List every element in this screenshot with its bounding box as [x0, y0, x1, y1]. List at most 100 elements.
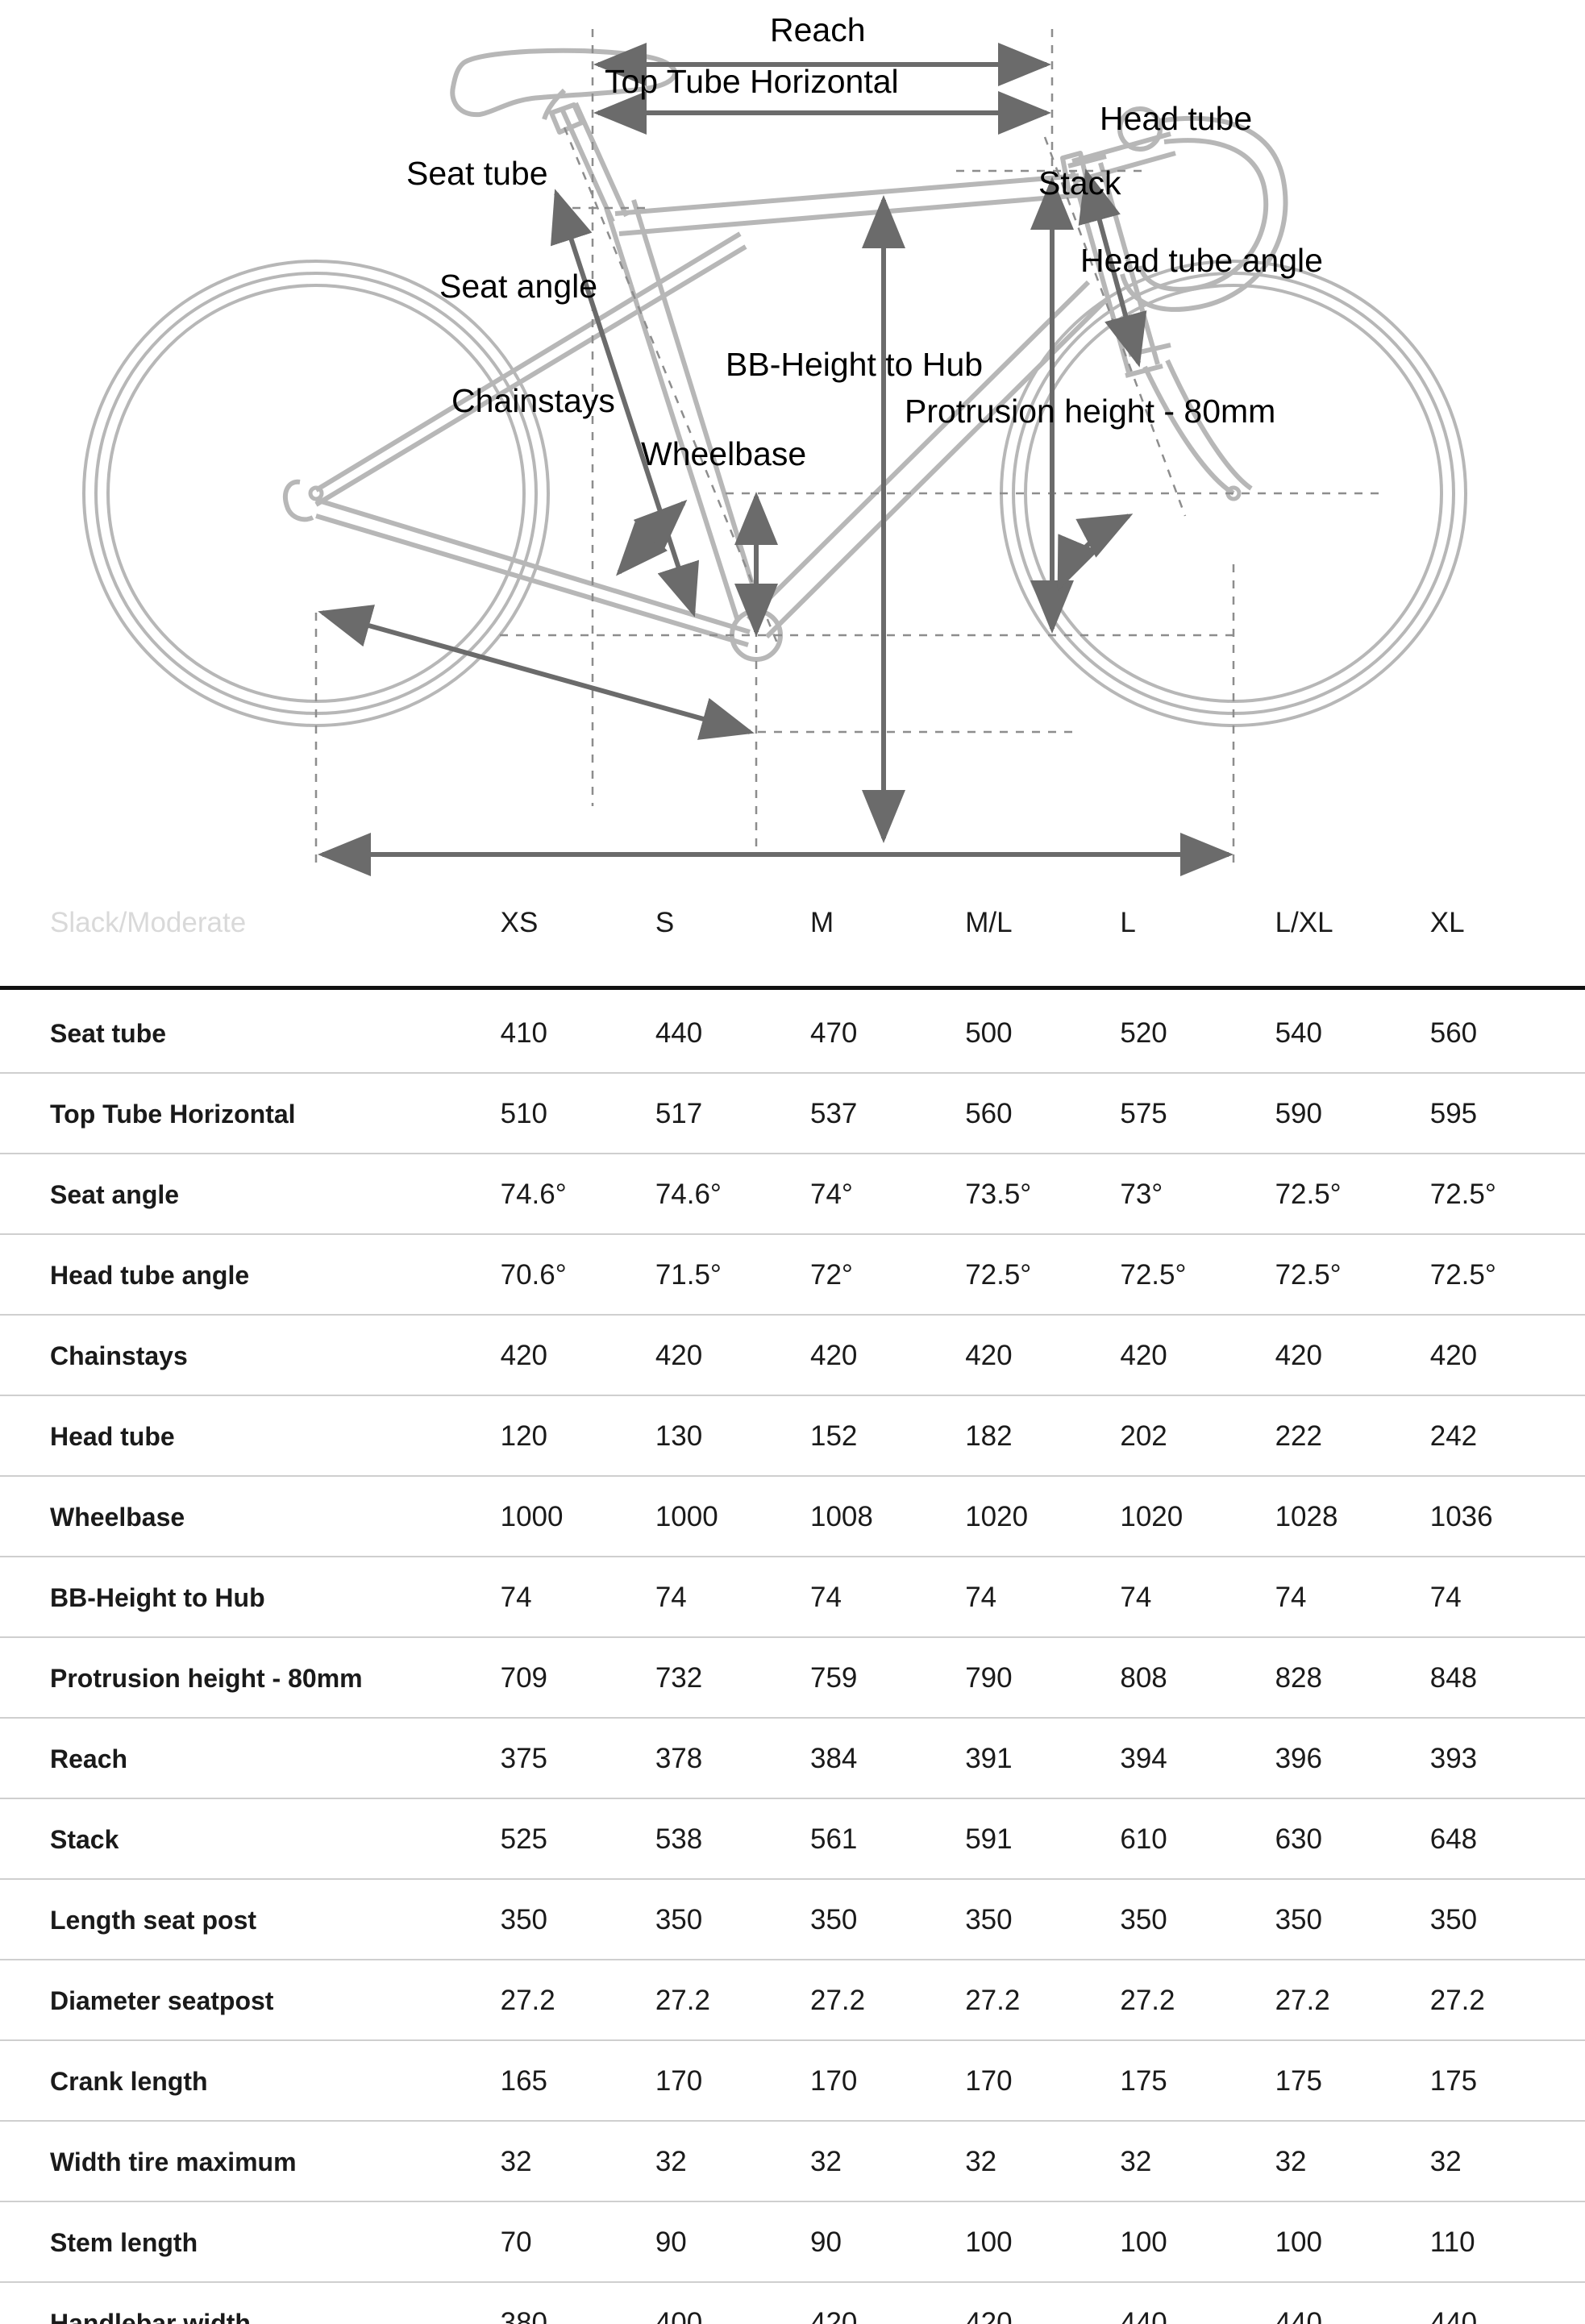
cell-value: 100 — [965, 2201, 1121, 2283]
cell-value: 32 — [810, 2121, 966, 2202]
cell-value: 222 — [1275, 1395, 1430, 1477]
cell-value: 152 — [810, 1395, 966, 1477]
row-label: Length seat post — [0, 1879, 501, 1960]
top-tube — [614, 173, 1080, 216]
row-label: Stem length — [0, 2201, 501, 2283]
cell-value: 394 — [1120, 1718, 1275, 1799]
cell-value: 32 — [1275, 2121, 1430, 2202]
cell-value: 32 — [965, 2121, 1121, 2202]
cell-value: 828 — [1275, 1637, 1430, 1719]
cell-value: 420 — [965, 1315, 1121, 1396]
row-label: Width tire maximum — [0, 2121, 501, 2202]
label-reach: Reach — [770, 11, 866, 48]
cell-value: 350 — [965, 1879, 1121, 1960]
table-row: Width tire maximum 32 32 32 32 32 32 32 — [0, 2121, 1585, 2202]
table-row: Handlebar width 380 400 420 420 440 440 440 — [0, 2282, 1585, 2324]
rear-dropout — [283, 479, 314, 522]
fork-blade-2 — [1165, 359, 1253, 491]
cell-value: 73.5° — [965, 1154, 1121, 1235]
table-row: Top Tube Horizontal 510 517 537 560 575 590 595 — [0, 1073, 1585, 1154]
cell-value: 540 — [1275, 987, 1430, 1074]
row-label: Seat angle — [0, 1154, 501, 1235]
cell-value: 32 — [1429, 2121, 1585, 2202]
table-header-row: Slack/Moderate XS S M M/L L L/XL XL — [0, 907, 1585, 988]
cell-value: 27.2 — [1120, 1960, 1275, 2041]
column-header-s: S — [655, 907, 675, 938]
head-tube-bottom-cap — [1125, 364, 1163, 378]
cell-value: 74 — [810, 1557, 966, 1638]
row-label: Seat tube — [0, 987, 501, 1074]
cell-value: 848 — [1429, 1637, 1585, 1719]
row-label: Chainstays — [0, 1315, 501, 1396]
cell-value: 420 — [1275, 1315, 1430, 1396]
cell-value: 27.2 — [655, 1960, 810, 2041]
cell-value: 74° — [810, 1154, 966, 1235]
cell-value: 808 — [1120, 1637, 1275, 1719]
row-label: BB-Height to Hub — [0, 1557, 501, 1638]
table-row: Head tube angle 70.6° 71.5° 72° 72.5° 72.5° 72… — [0, 1234, 1585, 1316]
dimension-arrows-group — [318, 43, 1233, 876]
cell-value: 27.2 — [500, 1960, 655, 2041]
cell-value: 380 — [500, 2307, 548, 2324]
cell-value: 350 — [500, 1879, 655, 1960]
cell-value: 100 — [1120, 2201, 1275, 2283]
cell-value: 350 — [1275, 1879, 1430, 1960]
row-label: Reach — [0, 1718, 501, 1799]
cell-value: 100 — [1275, 2201, 1430, 2283]
table-body: Seat tube 410 440 470 500 520 540 560 Top Tube H… — [0, 987, 1585, 2324]
cell-value: 561 — [810, 1798, 966, 1880]
table-row: Stack 525 538 561 591 610 630 648 — [0, 1798, 1585, 1880]
cell-value: 202 — [1120, 1395, 1275, 1477]
column-header-l: L — [1120, 907, 1136, 938]
handlebar-clamp — [1117, 106, 1163, 152]
label-stack: Stack — [1038, 164, 1121, 202]
table-row: Wheelbase 1000 1000 1008 1020 1020 1028 1036 — [0, 1476, 1585, 1557]
cell-value: 175 — [1275, 2040, 1430, 2122]
table-header-label: Slack/Moderate — [50, 907, 247, 938]
cell-value: 520 — [1120, 987, 1275, 1074]
handlebar-drop — [1120, 115, 1288, 312]
cell-value: 27.2 — [965, 1960, 1121, 2041]
cell-value: 595 — [1429, 1073, 1585, 1154]
cell-value: 72.5° — [965, 1234, 1121, 1316]
diagram-labels-group: Reach Top Tube Horizontal Head tube Seat… — [406, 11, 1323, 472]
cell-value: 384 — [810, 1718, 966, 1799]
cell-value: 90 — [810, 2201, 966, 2283]
cell-value: 378 — [655, 1718, 810, 1799]
column-header-xl: XL — [1429, 907, 1465, 938]
fork-blade — [1142, 365, 1235, 496]
cell-value: 1036 — [1429, 1476, 1585, 1557]
cell-value: 1000 — [500, 1476, 655, 1557]
geometry-table: Slack/Moderate XS S M M/L L L/XL XL Seat… — [0, 907, 1585, 2324]
cell-value: 560 — [1429, 987, 1585, 1074]
cell-value: 90 — [655, 2201, 810, 2283]
cell-value: 591 — [965, 1798, 1121, 1880]
column-header-xs: XS — [500, 907, 539, 938]
cell-value: 420 — [965, 2307, 1013, 2324]
cell-value: 170 — [810, 2040, 966, 2122]
cell-value: 170 — [655, 2040, 810, 2122]
cell-value: 440 — [1429, 2307, 1478, 2324]
cell-value: 790 — [965, 1637, 1121, 1719]
cell-value: 470 — [810, 987, 966, 1074]
row-label: Head tube — [0, 1395, 501, 1477]
label-seat-angle: Seat angle — [439, 268, 597, 305]
cell-value: 525 — [500, 1798, 655, 1880]
cell-value: 27.2 — [1429, 1960, 1585, 2041]
cell-value: 575 — [1120, 1073, 1275, 1154]
cell-value: 74 — [655, 1557, 810, 1638]
cell-value: 410 — [500, 987, 655, 1074]
cell-value: 70.6° — [500, 1234, 655, 1316]
bike-geometry-diagram: Reach Top Tube Horizontal Head tube Seat… — [0, 0, 1585, 903]
cell-value: 648 — [1429, 1798, 1585, 1880]
cell-value: 400 — [655, 2307, 703, 2324]
table-row: Reach 375 378 384 391 394 396 393 — [0, 1718, 1585, 1799]
cell-value: 420 — [655, 1315, 810, 1396]
row-label: Top Tube Horizontal — [0, 1073, 501, 1154]
row-label: Head tube angle — [0, 1234, 501, 1316]
cell-value: 72.5° — [1275, 1234, 1430, 1316]
cell-value: 130 — [655, 1395, 810, 1477]
cell-value: 396 — [1275, 1718, 1430, 1799]
cell-value: 74 — [1429, 1557, 1585, 1638]
